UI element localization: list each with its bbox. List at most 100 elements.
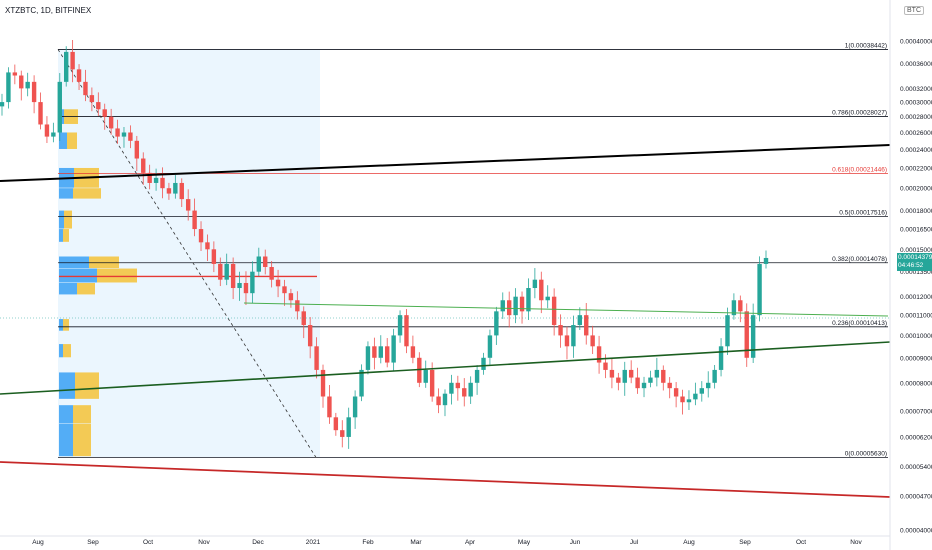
candle-body [436,396,441,406]
currency-badge[interactable]: BTC [904,6,924,15]
candle-body [352,396,358,418]
candle-body [725,315,730,347]
candle-body [64,51,69,82]
candle-body [0,102,5,107]
candle-body [230,263,236,289]
candle-body [680,396,685,403]
volume-profile-up-bar [59,282,77,295]
candle-body [237,282,242,289]
candle-body [718,346,724,370]
candle-body [635,377,640,389]
candle-body [551,296,557,326]
candle-body [295,300,300,312]
candle-body [763,257,769,264]
candle-body [404,315,409,347]
candle-body [314,346,319,370]
candle-body [712,369,717,383]
candle-body [205,242,210,250]
red-trendline [0,461,891,498]
price-tick-label: 0.00004000 [900,528,932,535]
candle-body [750,315,756,358]
volume-profile-down-bar [64,210,72,229]
time-tick-label: May [518,539,531,546]
current-price-label: 0.00014379 04:46:52 [897,253,932,272]
fib-level-0.786-label: 0.786(0.00028027) [832,110,887,117]
candle-body [102,109,107,117]
candle-body [449,382,454,394]
price-tick-label: 0.00015000 [900,247,932,254]
candle-body [397,315,403,336]
candle-body [378,346,383,358]
time-tick-label: Jun [570,539,581,546]
price-tick-label: 0.00032000 [900,86,932,93]
candle-body [487,335,493,358]
price-tick-label: 0.00024000 [900,147,932,154]
candle-body [275,279,281,287]
candle-body [173,182,178,194]
candle-body [577,315,583,326]
candle-body [506,300,512,316]
candle-body [147,172,152,183]
candle-body [320,369,326,397]
candle-body [474,369,480,383]
bar-countdown: 04:46:52 [898,262,924,270]
candle-body [622,369,627,383]
price-tick-label: 0.00005400 [900,464,932,471]
price-tick-label: 0.00016500 [900,227,932,234]
candle-body [192,210,197,230]
volume-profile-up-bar [59,405,73,424]
candle-body [667,382,672,389]
candle-body [185,199,191,211]
candle-body [609,369,615,378]
candle-body [603,362,608,370]
candle-body [307,325,313,347]
candle-body [545,296,550,301]
price-tick-label: 0.00007000 [900,409,932,416]
candle-body [584,315,589,336]
volume-profile-down-bar [75,372,99,399]
volume-profile-down-bar [73,188,101,199]
candle-body [327,396,332,418]
candle-body [128,132,133,141]
volume-profile-down-bar [73,423,91,457]
candle-body [442,393,448,406]
trendlines[interactable] [0,144,891,498]
candle-body [494,311,499,336]
candle-body [211,249,217,264]
time-tick-label: Sep [739,539,751,546]
candle-body [654,369,660,378]
price-tick-label: 0.00008000 [900,380,932,387]
candle-body [76,69,82,82]
volume-profile-down-bar [89,256,119,269]
time-tick-label: 2021 [306,539,321,546]
price-tick-label: 0.00020000 [900,186,932,193]
fib-level-0.618-label: 0.618(0.00021446) [832,166,887,173]
candle-body [224,263,229,280]
candle-body [462,388,467,397]
candle-body [70,51,75,70]
candle-body [661,369,666,383]
volume-profile-up-bar [59,132,67,149]
price-tick-label: 0.00030000 [900,100,932,107]
green-trendline [0,341,891,395]
candle-body [282,286,287,294]
candle-body [738,300,743,312]
candle-body [564,335,570,347]
candle-body [218,263,223,280]
candle-body [340,430,345,437]
time-tick-label: Sep [87,539,99,546]
date-range-shade [58,49,320,458]
candle-body [166,188,172,194]
price-tick-label: 0.00006200 [900,434,932,441]
candle-body [19,75,24,89]
time-tick-label: Apr [465,539,476,546]
black-trendline [0,144,891,182]
time-tick-label: Feb [362,539,374,546]
candle-body [596,346,602,363]
candle-body [141,158,146,173]
candle-body [481,357,486,370]
candle-body [25,81,30,89]
candle-body [410,346,416,358]
candle-body [38,102,43,125]
